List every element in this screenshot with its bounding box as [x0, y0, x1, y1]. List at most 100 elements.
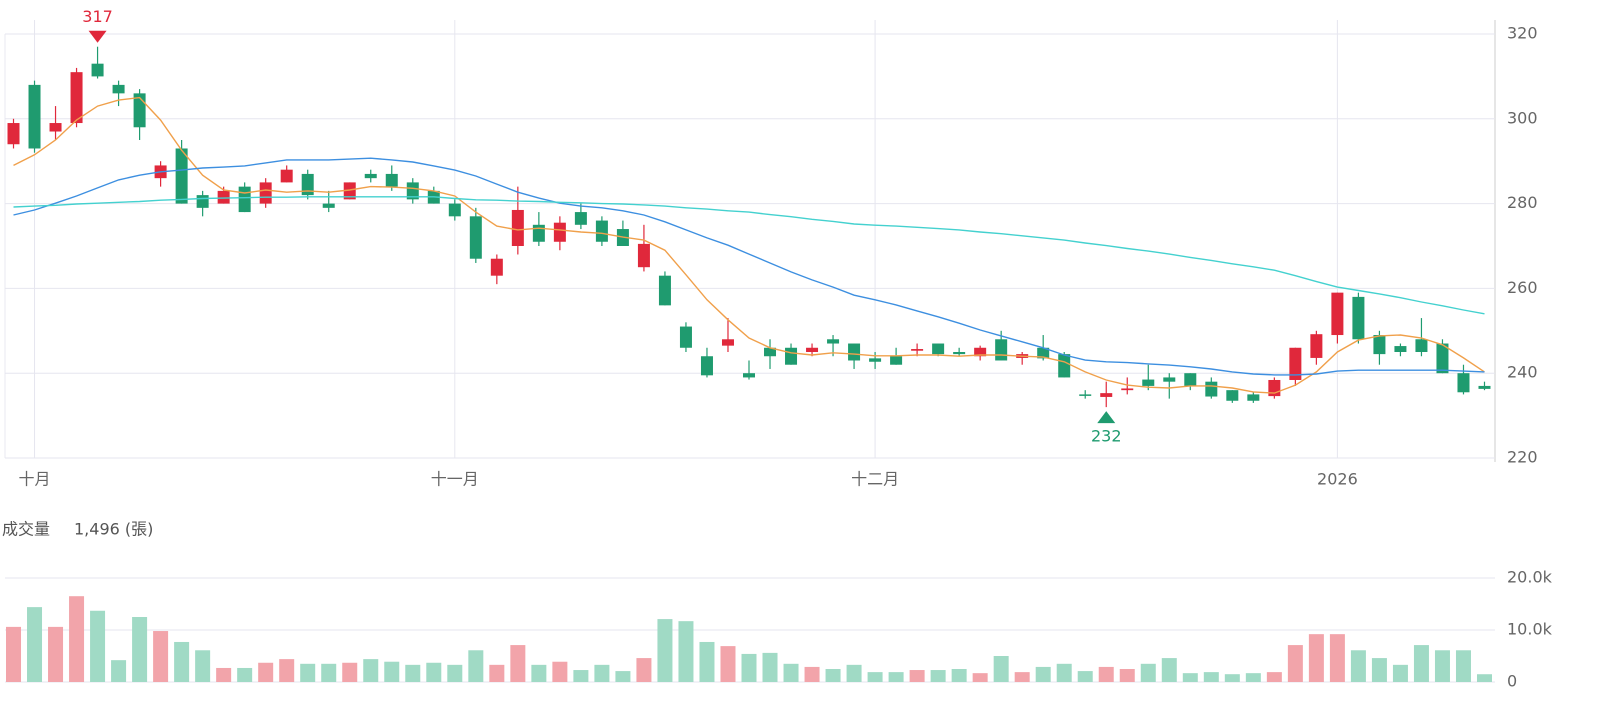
volume-bar [132, 617, 148, 682]
volume-bar [615, 671, 631, 682]
candle-body [175, 148, 188, 204]
y-tick-label: 320 [1507, 24, 1538, 43]
volume-bar [174, 641, 190, 682]
candle-body [532, 224, 545, 242]
candle-body [764, 347, 777, 357]
volume-bar [1014, 672, 1030, 682]
y-tick-label: 260 [1507, 278, 1538, 297]
volume-bar [6, 626, 22, 682]
volume-bar [153, 631, 169, 682]
volume-bar [678, 621, 694, 682]
candle-body [953, 352, 966, 355]
candle-body [280, 169, 293, 183]
candle-body [1100, 393, 1113, 397]
y-tick-label: 20.0k [1507, 568, 1553, 587]
candle-body [1352, 296, 1365, 340]
y-tick-label: 10.0k [1507, 620, 1553, 639]
candle-body [1289, 347, 1302, 380]
volume-bar [1308, 634, 1324, 682]
volume-bar [552, 661, 568, 682]
candle-body [1394, 346, 1407, 352]
volume-bar [384, 661, 400, 682]
candle-body [1205, 381, 1218, 397]
candle-body [1226, 390, 1239, 401]
volume-bar [1329, 634, 1345, 682]
candle-body [112, 84, 125, 94]
candle-body [1184, 373, 1197, 386]
high-marker [88, 30, 107, 43]
x-tick-label: 十一月 [431, 470, 479, 489]
volume-bar [447, 664, 463, 682]
y-tick-label: 0 [1507, 672, 1517, 691]
candle-body [1478, 385, 1491, 389]
volume-bar [1098, 666, 1114, 682]
candle-body [301, 173, 314, 196]
candle-body [133, 93, 146, 128]
low-marker [1097, 411, 1116, 424]
candle-body [28, 84, 41, 149]
candle-body [196, 195, 209, 208]
volume-bar [846, 664, 862, 682]
candle-body [1142, 379, 1155, 386]
volume-title: 成交量 [2, 520, 50, 539]
high-marker-label: 317 [82, 7, 113, 26]
volume-bar [636, 658, 652, 682]
candle-body [1415, 339, 1428, 352]
candle-body [490, 258, 503, 276]
volume-bar [1077, 671, 1093, 682]
volume-bar [951, 669, 967, 682]
moving-average-line [13, 157, 1485, 376]
volume-bar [237, 667, 253, 682]
volume-bar [426, 662, 442, 682]
y-tick-label: 280 [1507, 193, 1538, 212]
candle-body [700, 356, 713, 376]
candle-body [1163, 377, 1176, 382]
candle-body [785, 347, 798, 365]
volume-bar [258, 662, 274, 682]
volume-bar [510, 645, 526, 682]
candle-body [553, 222, 566, 242]
candle-body [1436, 343, 1449, 374]
volume-bar [405, 664, 421, 682]
candle-body [217, 190, 230, 204]
candle-body [1079, 394, 1092, 396]
volume-bar [909, 670, 925, 682]
volume-bar [363, 659, 379, 682]
volume-bar [783, 663, 799, 682]
volume-bar [216, 667, 232, 682]
volume-bar [720, 646, 736, 682]
candle-body [932, 343, 945, 355]
volume-bar [1413, 645, 1429, 682]
volume-bar [1266, 672, 1282, 682]
volume-bar [741, 653, 757, 682]
volume-bar [867, 672, 883, 682]
candle-body [827, 339, 840, 344]
volume-bar [1434, 650, 1450, 682]
volume-bar [1224, 674, 1240, 682]
volume-bar [930, 670, 946, 682]
candle-body [721, 339, 734, 346]
volume-bar [573, 670, 589, 682]
volume-bar [1119, 669, 1135, 682]
volume-bar [804, 666, 820, 682]
candle-body [322, 203, 335, 208]
candle-body [911, 349, 924, 351]
candle-body [1037, 347, 1050, 359]
volume-bar [1140, 663, 1156, 682]
candle-body [1058, 354, 1071, 378]
candle-body [259, 182, 272, 204]
volume-bar [972, 673, 988, 682]
candle-body [70, 72, 83, 124]
volume-bar [1035, 666, 1051, 682]
candle-body [91, 63, 104, 77]
volume-bar [1455, 650, 1471, 682]
y-tick-label: 220 [1507, 448, 1538, 467]
volume-bar [1182, 673, 1198, 682]
volume-bar [111, 660, 127, 682]
candle-body [364, 173, 377, 179]
volume-readout: 1,496 (張) [74, 520, 153, 539]
candle-body [511, 209, 524, 246]
volume-bar [468, 650, 484, 682]
x-tick-label: 十二月 [851, 470, 899, 489]
